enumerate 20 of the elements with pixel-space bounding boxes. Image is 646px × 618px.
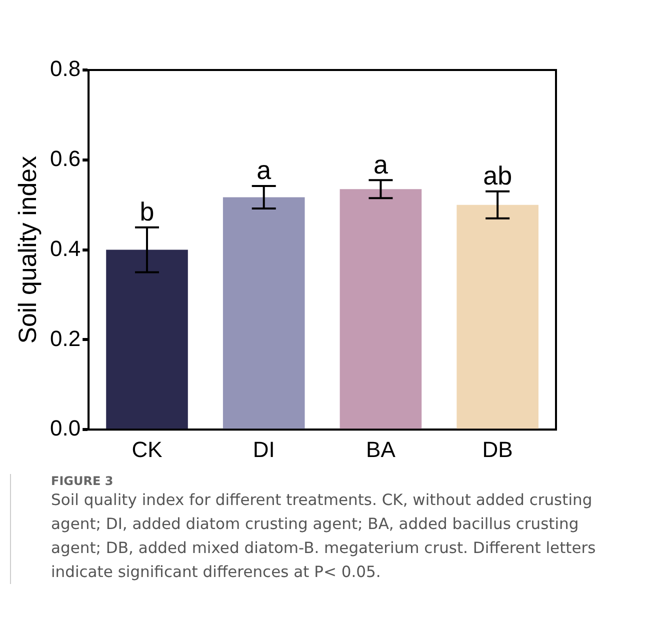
bar: [340, 189, 422, 430]
y-tick-label: 0.6: [50, 146, 81, 171]
y-tick-label: 0.8: [50, 56, 81, 82]
bar: [456, 204, 538, 430]
annotation: a: [373, 149, 388, 180]
x-tick-label: BA: [366, 436, 396, 462]
annotation: b: [140, 196, 154, 226]
bar: [222, 197, 305, 430]
annotation: a: [256, 155, 272, 186]
caption: FIGURE 3: [51, 474, 114, 488]
x-tick-label: DI: [252, 436, 275, 462]
x-tick-label: DB: [482, 436, 513, 462]
y-axis-title: Soil quality index: [14, 156, 42, 344]
y-tick-label: 0.4: [50, 236, 81, 261]
x-tick-label: CK: [132, 436, 163, 462]
y-tick-label: 0.2: [50, 326, 81, 351]
text: Soil quality index for different treatments. CK, without added crusting agent; DI, added diatom crusting agent; BA, added bacillus crusting agent; DB, added mixed diatom-B. megaterium crust. Different letters indicate significant differences at P< 0.05.: [51, 490, 597, 583]
y-tick-label: 0.0: [50, 416, 81, 441]
bar: [106, 250, 188, 430]
annotation: ab: [483, 160, 512, 191]
